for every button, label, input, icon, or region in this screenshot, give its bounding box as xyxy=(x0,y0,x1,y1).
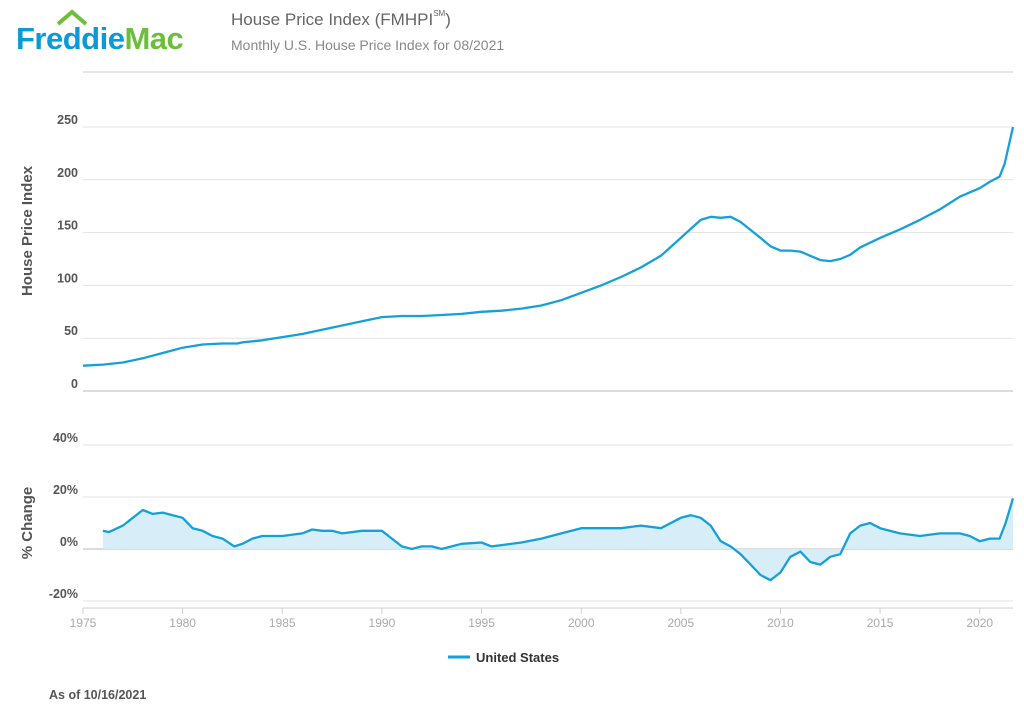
chart-title-text: House Price Index (FMHPI xyxy=(231,10,434,29)
x-tick-label: 2015 xyxy=(867,616,894,630)
hpi-y-tick-label: 50 xyxy=(64,324,78,338)
x-axis-ticks: 1975 1980 1985 1990 1995 2000 2005 2010 2015 2020 xyxy=(70,608,993,630)
hpi-y-axis-label: House Price Index xyxy=(19,165,36,296)
x-tick-label: 2000 xyxy=(568,616,595,630)
pct-y-tick-label: 0% xyxy=(60,535,78,549)
house-price-index-panel: 0 50 100 150 200 250 House Price Index xyxy=(19,71,1015,392)
x-tick-label: 1995 xyxy=(468,616,495,630)
x-tick-label: 1990 xyxy=(369,616,396,630)
hpi-y-tick-label: 150 xyxy=(57,219,78,233)
x-tick-label: 1975 xyxy=(70,616,97,630)
chart-title: House Price Index (FMHPISM) xyxy=(231,9,451,30)
hpi-series-line xyxy=(82,126,1015,367)
hpi-y-tick-label: 200 xyxy=(57,166,78,180)
pct-y-tick-label: 40% xyxy=(53,431,78,445)
chart-title-close: ) xyxy=(445,10,451,29)
legend[interactable]: United States xyxy=(448,650,559,665)
logo-text-mac: Mac xyxy=(124,21,184,56)
house-roof-icon xyxy=(56,9,88,26)
freddie-mac-logo: FreddieMac xyxy=(16,8,206,58)
pct-series-area xyxy=(102,498,1013,581)
pct-y-axis-label: % Change xyxy=(19,487,36,560)
chart-subtitle: Monthly U.S. House Price Index for 08/20… xyxy=(231,37,505,53)
pct-series-line xyxy=(102,497,1015,582)
logo-text-freddie: Freddie xyxy=(16,21,125,56)
as-of-date: As of 10/16/2021 xyxy=(49,688,147,702)
x-tick-label: 1980 xyxy=(169,616,196,630)
hpi-y-ticks: 0 50 100 150 200 250 xyxy=(57,113,78,391)
x-tick-label: 1985 xyxy=(269,616,296,630)
service-mark: SM xyxy=(433,9,446,19)
logo-wordmark: FreddieMac xyxy=(16,21,184,57)
hpi-y-tick-label: 0 xyxy=(71,377,78,391)
pct-y-tick-label: -20% xyxy=(49,587,78,601)
legend-label-united-states[interactable]: United States xyxy=(476,650,559,665)
pct-y-ticks: -20% 0% 20% 40% xyxy=(49,431,78,601)
hpi-y-tick-label: 100 xyxy=(57,271,78,285)
hpi-y-tick-label: 250 xyxy=(57,113,78,127)
percent-change-panel: -20%0%20%40% % Change 1975 1980 1985 1990 19… xyxy=(19,431,1015,630)
x-tick-label: 2020 xyxy=(966,616,993,630)
hpi-gridlines xyxy=(83,126,1013,392)
x-tick-label: 2010 xyxy=(767,616,794,630)
pct-y-tick-label: 20% xyxy=(53,483,78,497)
x-tick-label: 2005 xyxy=(667,616,694,630)
